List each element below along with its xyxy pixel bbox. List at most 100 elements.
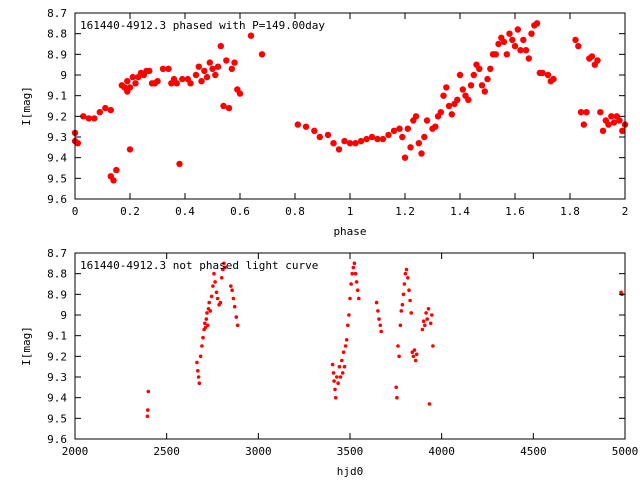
phased-data-point bbox=[96, 109, 104, 116]
unphased-data-point bbox=[357, 296, 361, 301]
phased-x-axis-label: phase bbox=[333, 225, 366, 238]
phased-data-point bbox=[610, 119, 618, 126]
unphased-y-tick-label: 9.4 bbox=[47, 392, 67, 405]
phased-data-point bbox=[212, 71, 219, 79]
phased-y-tick-label: 9 bbox=[60, 69, 67, 82]
unphased-data-point bbox=[330, 362, 335, 367]
phased-y-tick-label: 8.7 bbox=[47, 7, 67, 20]
unphased-data-point bbox=[351, 265, 356, 270]
unphased-data-point bbox=[200, 344, 204, 348]
phased-data-point bbox=[605, 121, 612, 128]
unphased-data-point bbox=[431, 344, 435, 348]
phased-data-point bbox=[352, 140, 359, 147]
unphased-data-point bbox=[406, 276, 410, 280]
unphased-data-point bbox=[231, 296, 236, 301]
phased-data-point bbox=[616, 117, 623, 124]
unphased-data-point bbox=[414, 352, 419, 357]
unphased-data-point bbox=[355, 288, 360, 293]
phased-data-point bbox=[198, 78, 205, 85]
unphased-x-tick-label: 2000 bbox=[62, 445, 89, 458]
unphased-data-point bbox=[401, 292, 406, 297]
phased-data-point bbox=[599, 127, 607, 134]
unphased-data-point bbox=[408, 298, 412, 303]
unphased-y-tick-label: 9.5 bbox=[47, 412, 67, 425]
unphased-data-point bbox=[425, 317, 430, 321]
phased-data-point bbox=[588, 53, 596, 60]
phased-plot-title: 161440-4912.3 phased with P=149.00day bbox=[80, 19, 325, 32]
phased-data-point bbox=[390, 127, 398, 134]
phased-data-point bbox=[113, 166, 120, 174]
phased-data-point bbox=[544, 71, 552, 79]
phased-data-point bbox=[132, 80, 139, 87]
unphased-y-tick-label: 9.6 bbox=[47, 433, 67, 446]
phased-data-point bbox=[363, 135, 370, 143]
phased-data-point bbox=[539, 69, 546, 77]
phased-data-point bbox=[209, 65, 216, 73]
phased-data-markers bbox=[71, 20, 629, 184]
unphased-data-point bbox=[350, 271, 355, 276]
phased-data-point bbox=[374, 135, 381, 143]
phased-y-tick-label: 9.6 bbox=[47, 193, 67, 206]
phased-y-tick-label: 8.9 bbox=[47, 48, 67, 61]
unphased-data-point bbox=[208, 309, 213, 313]
phased-data-point bbox=[522, 47, 530, 54]
phased-data-point bbox=[572, 36, 579, 44]
phased-data-point bbox=[594, 57, 601, 64]
phased-data-point bbox=[407, 144, 414, 151]
unphased-x-tick-label: 4500 bbox=[520, 445, 547, 458]
phased-data-point bbox=[500, 38, 508, 46]
unphased-data-point bbox=[374, 300, 379, 305]
phased-data-point bbox=[454, 96, 461, 104]
unphased-data-point bbox=[222, 261, 226, 266]
unphased-y-tick-label: 8.8 bbox=[47, 268, 67, 281]
unphased-data-point bbox=[215, 296, 220, 301]
unphased-data-point bbox=[397, 354, 401, 359]
unphased-data-point bbox=[332, 379, 336, 383]
unphased-data-point bbox=[213, 280, 217, 284]
phased-data-point bbox=[385, 131, 392, 139]
unphased-data-point bbox=[201, 335, 205, 340]
phased-data-point bbox=[608, 113, 615, 120]
phased-data-point bbox=[294, 121, 301, 128]
unphased-data-point bbox=[377, 317, 381, 321]
phased-data-point bbox=[124, 78, 131, 85]
phased-data-point bbox=[220, 102, 227, 110]
unphased-data-point bbox=[347, 313, 351, 317]
phased-data-point bbox=[110, 177, 117, 184]
unphased-data-point bbox=[376, 309, 380, 313]
unphased-data-point bbox=[333, 387, 337, 392]
unphased-x-tick-label: 5000 bbox=[612, 445, 639, 458]
unphased-data-point bbox=[234, 315, 239, 319]
unphased-data-point bbox=[145, 414, 150, 419]
unphased-data-point bbox=[378, 323, 383, 328]
unphased-data-point bbox=[353, 271, 358, 276]
phased-x-tick-label: 0.8 bbox=[285, 205, 305, 218]
phased-data-point bbox=[575, 42, 582, 50]
phased-data-point bbox=[418, 150, 425, 157]
phased-y-tick-label: 9.5 bbox=[47, 172, 67, 185]
phased-data-point bbox=[533, 20, 541, 27]
phased-x-tick-label: 1.4 bbox=[450, 205, 470, 218]
phased-data-point bbox=[335, 146, 343, 153]
unphased-data-point bbox=[403, 271, 408, 276]
phased-data-point bbox=[201, 67, 208, 75]
phased-data-point bbox=[520, 36, 527, 44]
phased-x-tick-label: 0 bbox=[72, 205, 79, 218]
phased-data-point bbox=[506, 30, 513, 37]
phased-x-tick-label: 1.2 bbox=[395, 205, 415, 218]
phased-data-point bbox=[126, 146, 134, 153]
phased-data-point bbox=[341, 137, 348, 145]
phased-data-point bbox=[401, 154, 409, 161]
phased-data-point bbox=[85, 115, 93, 122]
unphased-data-point bbox=[212, 271, 216, 276]
unphased-data-point bbox=[338, 375, 343, 379]
phased-data-point bbox=[448, 111, 455, 118]
unphased-y-tick-label: 9 bbox=[60, 309, 67, 322]
phased-data-point bbox=[597, 109, 604, 116]
phased-data-point bbox=[580, 121, 587, 128]
phased-data-point bbox=[228, 65, 235, 73]
unphased-data-point bbox=[331, 371, 336, 375]
phased-data-point bbox=[440, 92, 447, 99]
unphased-data-point bbox=[205, 311, 209, 315]
phased-data-point bbox=[176, 160, 183, 168]
